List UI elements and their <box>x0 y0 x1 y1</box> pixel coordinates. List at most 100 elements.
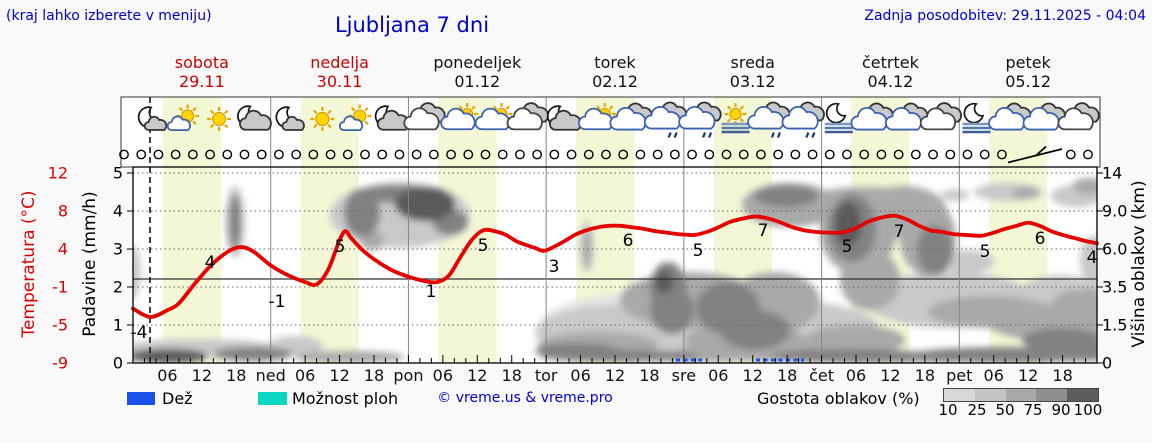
cloud-blob <box>650 286 694 334</box>
density-tick-label: 100 <box>1073 401 1103 419</box>
cloud-icon <box>166 115 191 132</box>
temperature-tick-label: 12 <box>48 164 68 183</box>
wind-barb <box>1007 148 1063 164</box>
axis-hour-label: 18 <box>364 366 384 385</box>
sun-ray <box>192 107 197 112</box>
raindrop-marks-icon <box>702 132 707 138</box>
sun-ray <box>596 105 601 110</box>
cloud-height-tick-label: 6.0 <box>1102 240 1127 259</box>
weather-icon-cloudy <box>403 102 446 131</box>
cloud-blob <box>835 202 861 246</box>
wind-indicator-row <box>119 145 1093 164</box>
cloud-icon <box>506 107 543 131</box>
calm-wind-circle <box>170 149 181 160</box>
temperature-value-label: 5 <box>693 241 704 261</box>
density-bar-segment <box>944 389 975 401</box>
raindrop-marks-icon <box>667 132 672 138</box>
calm-wind-circle <box>652 149 663 160</box>
calm-wind-circle <box>738 149 749 160</box>
day-name-label: sobota <box>175 53 229 72</box>
temperature-value-label: -1 <box>269 292 286 312</box>
cloud-icon <box>143 115 168 131</box>
calm-wind-circle <box>807 149 818 160</box>
day-date-label: 04.12 <box>868 72 914 91</box>
sun-ray <box>364 107 369 112</box>
weather-icon-moon-fog <box>824 102 853 134</box>
sun-ray <box>209 109 215 115</box>
day-date-label: 30.11 <box>317 72 363 91</box>
day-date-label: 01.12 <box>454 72 500 91</box>
day-name-label: nedelja <box>310 53 369 72</box>
axis-day-abbrev-label: sre <box>672 366 696 385</box>
cloud-blob <box>1012 187 1040 199</box>
raindrop-marks-icon <box>673 132 678 138</box>
calm-wind-circle <box>721 149 732 160</box>
density-bar-segment <box>1067 389 1098 401</box>
calm-wind-circle <box>325 149 336 160</box>
axis-day-abbrev-label: pet <box>946 366 972 385</box>
temperature-value-label: 4 <box>205 253 216 273</box>
axis-hour-label: 18 <box>915 366 935 385</box>
cloud-icon <box>239 109 272 131</box>
temperature-value-label: 1 <box>426 282 437 302</box>
calm-wind-circle <box>428 149 439 160</box>
cloud-height-tick-label: 9.0 <box>1102 202 1127 221</box>
cloud-blob <box>942 250 994 274</box>
cloud-icon <box>338 115 364 132</box>
sun-icon <box>729 108 742 120</box>
calm-wind-circle <box>377 149 388 160</box>
axis-hour-label: 12 <box>743 366 763 385</box>
temperature-tick-label: 4 <box>58 240 68 259</box>
calm-wind-circle <box>205 149 215 160</box>
axis-hour-label: 12 <box>329 366 349 385</box>
axis-hour-label: 12 <box>192 366 212 385</box>
calm-wind-circle <box>239 149 250 160</box>
weather-icon-sun-cloud <box>577 103 616 131</box>
density-tick-label: 75 <box>1023 401 1043 419</box>
weather-icon-sun <box>310 107 335 131</box>
location-menu-hint: (kraj lahko izberete v meniju) <box>6 8 212 24</box>
calm-wind-circle <box>1065 149 1076 160</box>
calm-wind-circle <box>910 149 921 160</box>
calm-wind-circle <box>773 149 784 160</box>
cloud-blob <box>917 225 953 275</box>
raindrop-marks-icon <box>805 132 810 138</box>
density-tick-label: 10 <box>938 401 958 419</box>
sun-ray <box>192 120 197 125</box>
axis-day-abbrev-label: ned <box>256 366 286 385</box>
temperature-tick-label: -1 <box>52 278 68 297</box>
calm-wind-circle <box>756 149 766 160</box>
sun-ray <box>313 109 318 115</box>
weather-icon-cloudy <box>919 102 963 131</box>
temperature-value-label: 6 <box>1035 229 1046 249</box>
credit-link[interactable]: © vreme.us & vreme.pro <box>437 390 613 406</box>
sun-ray <box>223 109 229 115</box>
calm-wind-circle <box>876 149 887 160</box>
weather-icon-rain <box>781 101 825 138</box>
calm-wind-circle <box>222 149 233 160</box>
cloud-height-tick-label: 3.5 <box>1102 278 1127 297</box>
calm-wind-circle <box>394 149 405 160</box>
calm-wind-circle <box>997 149 1007 160</box>
day-date-label: 05.12 <box>1005 72 1051 91</box>
density-bar-segment <box>1036 389 1068 401</box>
sun-ray <box>327 123 332 129</box>
temperature-value-label: 5 <box>478 236 489 256</box>
temperature-value-label: -4 <box>131 323 148 343</box>
sun-ray <box>726 105 732 110</box>
raindrop-marks-icon <box>708 132 713 138</box>
sun-ray <box>458 105 463 110</box>
weather-icon-sun-cloud <box>474 103 513 131</box>
sun-ray <box>726 118 732 123</box>
cloud-height-tick-label: 1.5 <box>1102 316 1127 335</box>
cloud-height-tick-label: 0 <box>1102 354 1112 373</box>
weather-icons-row <box>137 101 1100 138</box>
calm-wind-circle <box>790 149 801 160</box>
calm-wind-circle <box>549 149 560 160</box>
axis-hour-label: 06 <box>295 366 315 385</box>
daylight-band <box>162 97 222 363</box>
axis-hour-label: 12 <box>467 366 487 385</box>
calm-wind-circle <box>274 149 284 160</box>
cloud-blob <box>583 227 591 267</box>
calm-wind-circle <box>842 149 852 160</box>
